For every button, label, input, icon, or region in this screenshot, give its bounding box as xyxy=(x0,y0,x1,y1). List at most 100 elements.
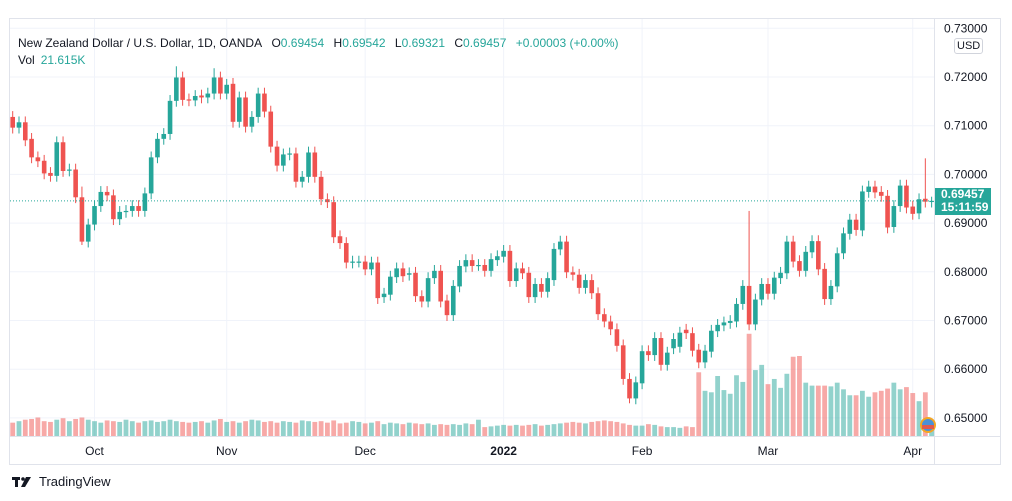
volume-bar xyxy=(155,421,160,436)
candle-up xyxy=(488,259,494,271)
open-label: O xyxy=(271,36,281,50)
candle-down xyxy=(507,250,513,282)
volume-bar xyxy=(538,425,544,436)
volume-bar xyxy=(765,384,771,436)
currency-badge[interactable]: USD xyxy=(954,38,984,54)
candle-up xyxy=(860,191,865,231)
candle-down xyxy=(746,285,752,325)
candle-down xyxy=(482,264,488,271)
volume-bar xyxy=(834,382,840,436)
candle-down xyxy=(111,195,116,220)
volume-bar xyxy=(557,423,563,436)
candle-down xyxy=(10,116,15,128)
candle-down xyxy=(29,138,34,158)
volume-bar xyxy=(312,421,318,436)
candle-down xyxy=(312,152,318,177)
volume-bar xyxy=(885,388,890,436)
brand-name: TradingView xyxy=(39,474,111,489)
price-tick-label: 0.67000 xyxy=(944,314,988,328)
volume-bar xyxy=(589,421,595,436)
candle-up xyxy=(847,219,853,234)
volume-bar xyxy=(205,422,211,436)
price-tick-label: 0.71000 xyxy=(944,119,988,133)
volume-bar xyxy=(469,424,475,436)
volume-bar xyxy=(671,427,676,436)
candle-down xyxy=(218,77,223,94)
candle-up xyxy=(224,84,229,94)
volume-bar xyxy=(790,356,796,436)
time-tick-label: Apr xyxy=(903,444,922,458)
volume-bar xyxy=(337,423,343,436)
candle-down xyxy=(822,268,827,300)
volume-bar xyxy=(658,426,664,436)
volume-bar xyxy=(362,423,368,436)
volume-bar xyxy=(513,424,519,436)
volume-bar xyxy=(111,421,116,436)
legend-volume-row: Vol 21.615K xyxy=(18,52,619,69)
candle-down xyxy=(620,345,626,379)
candle-down xyxy=(878,191,884,196)
volume-bar xyxy=(224,421,230,436)
candle-down xyxy=(186,99,192,101)
volume-bar xyxy=(400,424,406,436)
volume-bar xyxy=(759,364,765,436)
volume-bar xyxy=(576,422,582,436)
candle-up xyxy=(557,241,563,250)
event-flag-icon[interactable] xyxy=(920,417,936,433)
footer-brand[interactable]: TradingView xyxy=(12,474,111,489)
volume-bar xyxy=(482,427,488,436)
volume-label[interactable]: Vol xyxy=(18,53,35,67)
volume-bar xyxy=(702,390,708,436)
time-axis[interactable]: Oct Nov Dec 2022 Feb Mar Apr xyxy=(85,444,922,458)
candle-up xyxy=(803,251,809,271)
candle-up xyxy=(891,206,897,227)
volume-bar xyxy=(262,421,267,436)
candle-up xyxy=(425,278,431,302)
price-tick-label: 0.72000 xyxy=(944,70,988,84)
volume-bar xyxy=(161,421,167,436)
symbol-title[interactable]: New Zealand Dollar / U.S. Dollar, 1D, OA… xyxy=(18,36,263,50)
candle-up xyxy=(834,253,840,287)
volume-bar xyxy=(167,419,173,436)
volume-bar xyxy=(10,422,16,436)
volume-bar xyxy=(627,424,632,436)
price-axis[interactable]: 0.73000 0.72000 0.71000 0.70000 0.69000 0.680… xyxy=(944,21,988,425)
price-pane[interactable] xyxy=(10,66,934,405)
close-label: C xyxy=(454,36,464,50)
candle-down xyxy=(526,272,532,298)
candle-up xyxy=(117,211,122,220)
volume-bar xyxy=(48,421,53,436)
volume-bar xyxy=(878,390,884,436)
volume-bar xyxy=(620,423,626,436)
volume-bar xyxy=(677,427,683,436)
volume-bar xyxy=(142,421,148,436)
volume-bar xyxy=(394,423,400,436)
bar-countdown: 15:11:59 xyxy=(941,200,989,214)
candle-up xyxy=(249,116,255,127)
candle-up xyxy=(545,278,550,292)
volume-bar xyxy=(41,421,47,436)
volume-bar xyxy=(325,422,330,436)
price-tick-label: 0.65000 xyxy=(944,411,988,425)
candle-down xyxy=(337,236,343,244)
volume-bar xyxy=(136,422,141,436)
candle-down xyxy=(696,349,702,363)
candle-up xyxy=(148,157,154,194)
candle-down xyxy=(885,195,890,228)
volume-bar xyxy=(866,396,872,436)
candle-up xyxy=(841,233,846,254)
last-price-label: 0.69457 15:11:59 xyxy=(935,188,991,215)
volume-bar xyxy=(746,333,752,436)
volume-bar xyxy=(218,418,223,436)
volume-bar xyxy=(708,392,714,436)
candle-up xyxy=(457,265,462,287)
candle-up xyxy=(92,206,97,225)
volume-bar xyxy=(375,421,381,436)
candle-up xyxy=(129,206,135,211)
candle-up xyxy=(753,299,758,325)
volume-bar xyxy=(828,386,834,436)
candle-down xyxy=(872,186,878,193)
candle-up xyxy=(123,210,129,213)
candle-down xyxy=(627,378,632,399)
